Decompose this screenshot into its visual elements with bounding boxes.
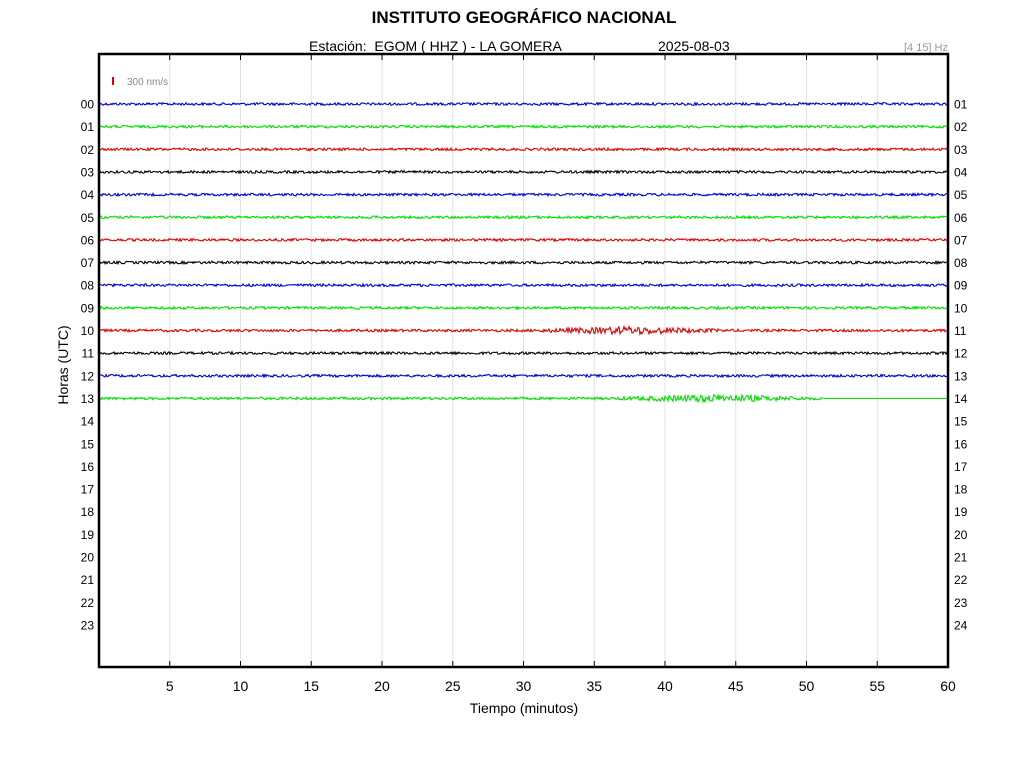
y-axis-left-labels: 00 01 02 03 04 05 06 07 08 09 10 11 12 13 14 15 16 17 18 19… — [81, 98, 95, 633]
trace-hour-04 — [98, 192, 949, 198]
trace-hour-10 — [98, 324, 949, 337]
y-tick-label-left: 23 — [81, 618, 95, 632]
y-tick-label-left: 14 — [81, 415, 95, 429]
y-tick-label-left: 11 — [82, 347, 95, 361]
trace-hour-03 — [98, 169, 949, 175]
y-tick-label-right: 05 — [954, 188, 968, 202]
y-tick-label-right: 20 — [954, 528, 968, 542]
y-tick-label-right: 15 — [954, 415, 968, 429]
y-tick-label-right: 13 — [954, 369, 968, 383]
trace-hour-06 — [98, 237, 949, 243]
y-tick-label-right: 23 — [954, 596, 968, 610]
trace-hour-13 — [98, 393, 824, 404]
x-tick-label: 35 — [586, 678, 602, 694]
y-tick-label-right: 24 — [954, 618, 968, 632]
y-tick-label-left: 09 — [81, 301, 95, 315]
y-tick-label-right: 08 — [954, 256, 968, 270]
y-tick-label-left: 15 — [81, 437, 95, 451]
x-tick-label: 45 — [728, 678, 744, 694]
trace-hour-00 — [98, 101, 949, 107]
y-tick-label-left: 05 — [81, 211, 95, 225]
y-tick-label-left: 04 — [81, 188, 95, 202]
vertical-gridlines — [169, 56, 878, 665]
y-tick-label-right: 03 — [954, 143, 968, 157]
x-tick-label: 40 — [657, 678, 673, 694]
y-tick-label-right: 02 — [954, 120, 968, 134]
trace-hour-11 — [98, 350, 949, 356]
chart-title: INSTITUTO GEOGRÁFICO NACIONAL — [371, 8, 677, 27]
trace-hour-07 — [98, 259, 949, 266]
x-tick-label: 10 — [233, 678, 249, 694]
trace-hour-12 — [98, 373, 949, 379]
y-tick-label-left: 21 — [81, 573, 95, 587]
y-tick-label-left: 10 — [81, 324, 95, 338]
x-tick-label: 30 — [516, 678, 532, 694]
x-axis-title: Tiempo (minutos) — [469, 700, 579, 716]
y-tick-label-left: 19 — [81, 528, 95, 542]
y-tick-label-left: 07 — [81, 256, 95, 270]
y-tick-label-right: 22 — [954, 573, 968, 587]
x-tick-label: 20 — [374, 678, 390, 694]
y-tick-label-right: 11 — [954, 324, 967, 338]
filter-band-label: [4 15] Hz — [903, 42, 948, 54]
y-tick-label-right: 12 — [954, 347, 968, 361]
y-tick-label-right: 19 — [954, 505, 968, 519]
y-axis-right-labels: 01 02 03 04 05 06 07 08 09 10 11 12 13 14 15 16 17 18 19 20… — [954, 98, 968, 633]
trace-hour-05 — [98, 214, 949, 220]
y-tick-label-right: 14 — [954, 392, 968, 406]
y-tick-label-left: 18 — [81, 505, 95, 519]
y-tick-label-left: 00 — [81, 98, 95, 112]
x-tick-label: 50 — [799, 678, 815, 694]
x-tick-label: 60 — [940, 678, 956, 694]
x-tick-label: 15 — [303, 678, 319, 694]
date-label: 2025-08-03 — [658, 38, 730, 54]
y-tick-label-right: 10 — [954, 301, 968, 315]
y-tick-label-left: 02 — [81, 143, 95, 157]
x-tick-label: 25 — [445, 678, 461, 694]
trace-hour-01 — [98, 124, 948, 130]
x-tick-label: 5 — [166, 678, 174, 694]
y-tick-label-right: 04 — [954, 165, 968, 179]
y-tick-label-left: 06 — [81, 233, 95, 247]
y-tick-label-right: 06 — [954, 211, 968, 225]
y-tick-label-right: 01 — [954, 98, 968, 112]
seismic-traces — [98, 101, 949, 404]
scale-label: 300 nm/s — [127, 77, 168, 88]
x-tick-label: 55 — [869, 678, 885, 694]
y-tick-label-left: 01 — [81, 120, 95, 134]
y-tick-label-left: 08 — [81, 279, 95, 293]
y-tick-label-left: 12 — [81, 369, 95, 383]
y-tick-label-right: 07 — [954, 233, 968, 247]
y-tick-label-right: 21 — [954, 551, 968, 565]
station-label: Estación: EGOM ( HHZ ) - LA GOMERA — [309, 38, 562, 54]
y-axis-title: Horas (UTC) — [55, 325, 71, 405]
y-tick-label-right: 16 — [954, 437, 968, 451]
y-tick-label-left: 22 — [81, 596, 95, 610]
y-tick-label-left: 17 — [81, 483, 95, 497]
y-tick-label-right: 17 — [954, 460, 968, 474]
y-tick-label-right: 18 — [954, 483, 968, 497]
y-tick-label-left: 16 — [81, 460, 95, 474]
y-tick-label-right: 09 — [954, 279, 968, 293]
trace-hour-08 — [98, 282, 949, 288]
trace-hour-09 — [98, 305, 949, 311]
y-tick-label-left: 03 — [81, 165, 95, 179]
y-tick-label-left: 20 — [81, 551, 95, 565]
trace-hour-02 — [98, 146, 949, 152]
y-tick-label-left: 13 — [81, 392, 95, 406]
x-axis: 5 10 15 20 25 30 35 40 45 50 55 60 — [166, 54, 956, 694]
